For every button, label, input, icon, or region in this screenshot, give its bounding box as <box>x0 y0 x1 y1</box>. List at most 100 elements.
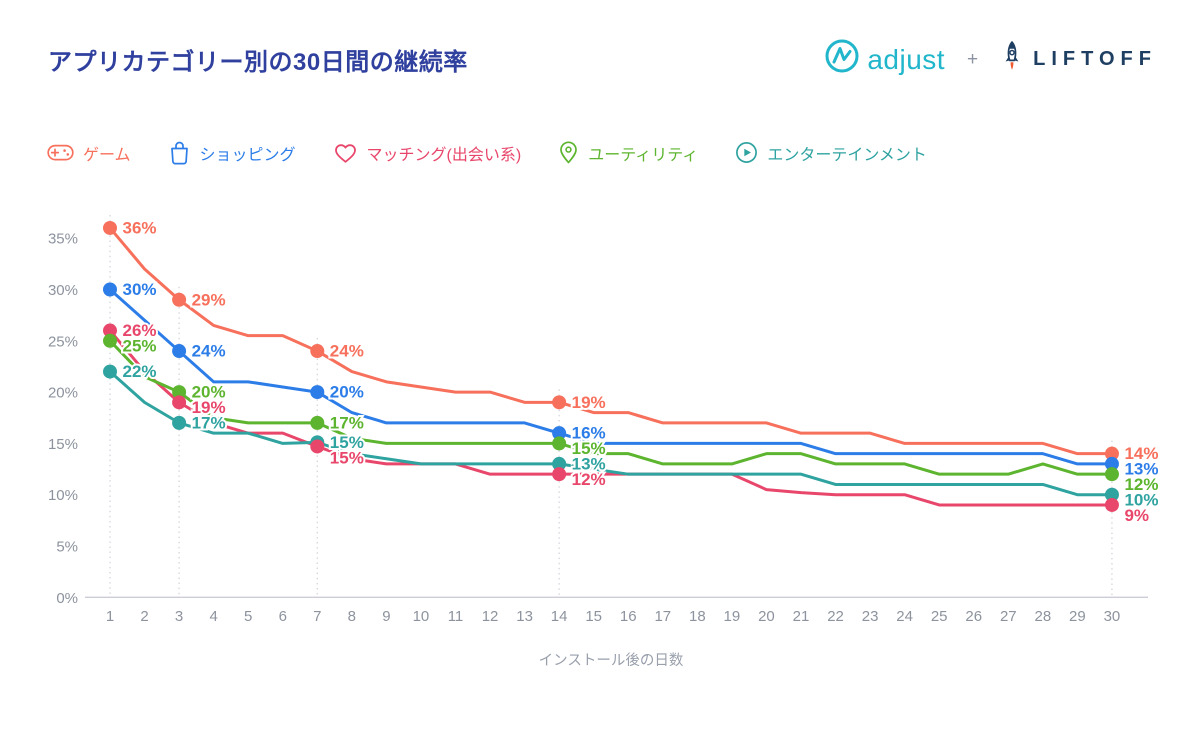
data-point-dating-day-1 <box>103 323 117 338</box>
value-label-dating-day-30: 9% <box>1124 506 1149 525</box>
value-label-utility-day-30: 12% <box>1124 475 1158 494</box>
x-axis-tick-label: 8 <box>348 608 356 625</box>
series-line-utility <box>108 339 1114 476</box>
shopping-bag-icon <box>168 141 191 165</box>
data-point-shopping-day-30 <box>1104 456 1119 471</box>
data-point-dating-day-7 <box>310 439 325 454</box>
y-axis-tick-label: 30% <box>48 282 78 299</box>
data-point-utility-day-14 <box>552 436 567 451</box>
location-pin-icon <box>558 140 579 165</box>
x-axis-tick-label: 14 <box>551 608 568 625</box>
value-label-shopping-day-7: 20% <box>330 383 364 402</box>
x-axis-tick-label: 6 <box>279 608 287 625</box>
data-point-dating-day-14 <box>552 467 567 482</box>
rocket-icon <box>1000 40 1024 79</box>
y-axis-tick-label: 0% <box>56 590 78 607</box>
data-point-dating-day-30 <box>1104 497 1119 512</box>
data-point-games-day-3 <box>172 292 187 307</box>
legend-label: ユーティリティ <box>588 146 699 164</box>
play-circle-icon <box>735 141 758 164</box>
x-axis-tick-label: 21 <box>793 608 810 625</box>
legend-item-utility: ユーティリティ <box>558 140 698 165</box>
liftoff-wordmark: LIFTOFF <box>1033 48 1157 70</box>
x-axis-tick-label: 20 <box>758 608 775 625</box>
x-axis-tick-label: 26 <box>965 608 982 625</box>
x-axis-tick-label: 10 <box>413 608 430 625</box>
y-axis-tick-label: 20% <box>48 385 78 402</box>
legend-label: ショッピング <box>199 146 296 164</box>
chart-legend: ゲーム ショッピング マッチング(出会い系) <box>47 140 927 165</box>
value-label-shopping-day-30: 13% <box>1124 460 1158 479</box>
data-point-utility-day-3 <box>172 385 187 400</box>
data-point-shopping-day-7 <box>310 385 325 400</box>
value-label-games-day-30: 14% <box>1124 444 1158 463</box>
value-label-entertainment-day-1: 22% <box>123 362 157 381</box>
value-label-games-day-7: 24% <box>330 342 364 361</box>
legend-item-dating: マッチング(出会い系) <box>333 141 522 165</box>
x-axis-tick-label: 11 <box>448 608 464 625</box>
value-label-entertainment-day-30: 10% <box>1124 491 1158 510</box>
data-point-utility-day-1 <box>103 333 117 348</box>
data-point-shopping-day-14 <box>552 426 567 441</box>
brand-plus-sign: + <box>967 48 979 70</box>
y-axis-tick-label: 15% <box>48 436 78 453</box>
value-label-utility-day-7: 17% <box>330 413 364 432</box>
x-axis-tick-label: 30 <box>1104 608 1121 625</box>
page-title: アプリカテゴリー別の30日間の継続率 <box>48 49 468 76</box>
x-axis-title: インストール後の日数 <box>539 652 684 669</box>
brand-logos: adjust + LIFTOFF <box>824 38 1157 81</box>
x-axis-tick-label: 28 <box>1035 608 1052 625</box>
data-point-games-day-7 <box>310 344 325 359</box>
gamepad-icon <box>47 142 74 163</box>
legend-label: エンターテインメント <box>767 146 927 164</box>
legend-label: マッチング(出会い系) <box>366 146 522 164</box>
series-line-shopping <box>108 288 1114 466</box>
data-point-entertainment-day-14 <box>552 456 567 471</box>
value-label-entertainment-day-14: 13% <box>572 455 606 474</box>
legend-item-games: ゲーム <box>47 141 131 165</box>
x-axis-tick-label: 9 <box>382 608 390 625</box>
value-label-entertainment-day-3: 17% <box>192 414 226 433</box>
x-axis-tick-label: 5 <box>244 608 252 625</box>
x-axis-tick-label: 18 <box>689 608 706 625</box>
liftoff-logo: LIFTOFF <box>1000 40 1157 79</box>
value-label-shopping-day-14: 16% <box>572 424 606 443</box>
data-point-utility-day-30 <box>1104 467 1119 482</box>
data-point-games-day-30 <box>1104 446 1119 461</box>
value-label-dating-day-7: 15% <box>330 448 364 467</box>
value-label-utility-day-14: 15% <box>572 439 606 458</box>
data-point-entertainment-day-1 <box>103 364 117 379</box>
legend-item-entertainment: エンターテインメント <box>735 141 927 165</box>
x-axis-tick-label: 29 <box>1069 608 1086 625</box>
adjust-circle-icon <box>824 38 860 81</box>
x-axis-tick-label: 19 <box>724 608 741 625</box>
x-axis-tick-label: 1 <box>106 608 114 625</box>
value-label-utility-day-3: 20% <box>192 383 226 402</box>
x-axis-tick-label: 2 <box>140 608 148 625</box>
series-line-dating <box>108 329 1114 507</box>
value-label-shopping-day-3: 24% <box>192 342 226 361</box>
x-axis-tick-label: 13 <box>516 608 533 625</box>
y-axis-tick-label: 35% <box>48 231 78 248</box>
value-label-games-day-3: 29% <box>192 290 226 309</box>
value-label-games-day-14: 19% <box>572 393 606 412</box>
adjust-logo: adjust <box>824 38 945 81</box>
data-point-dating-day-3 <box>172 395 187 410</box>
value-label-dating-day-3: 19% <box>192 398 226 417</box>
legend-label: ゲーム <box>83 146 131 164</box>
x-axis-tick-label: 22 <box>827 608 844 625</box>
series-line-entertainment <box>108 370 1114 497</box>
data-point-games-day-14 <box>552 395 567 410</box>
legend-item-shopping: ショッピング <box>168 141 296 165</box>
value-label-entertainment-day-7: 15% <box>330 433 364 452</box>
heart-icon <box>333 142 358 164</box>
x-axis-tick-label: 4 <box>209 608 217 625</box>
y-axis-tick-label: 5% <box>56 539 78 556</box>
data-point-entertainment-day-3 <box>172 415 187 430</box>
x-axis-tick-label: 7 <box>313 608 321 625</box>
x-axis-tick-label: 12 <box>482 608 499 625</box>
y-axis-tick-label: 10% <box>48 487 78 504</box>
y-axis-tick-label: 25% <box>48 333 78 350</box>
